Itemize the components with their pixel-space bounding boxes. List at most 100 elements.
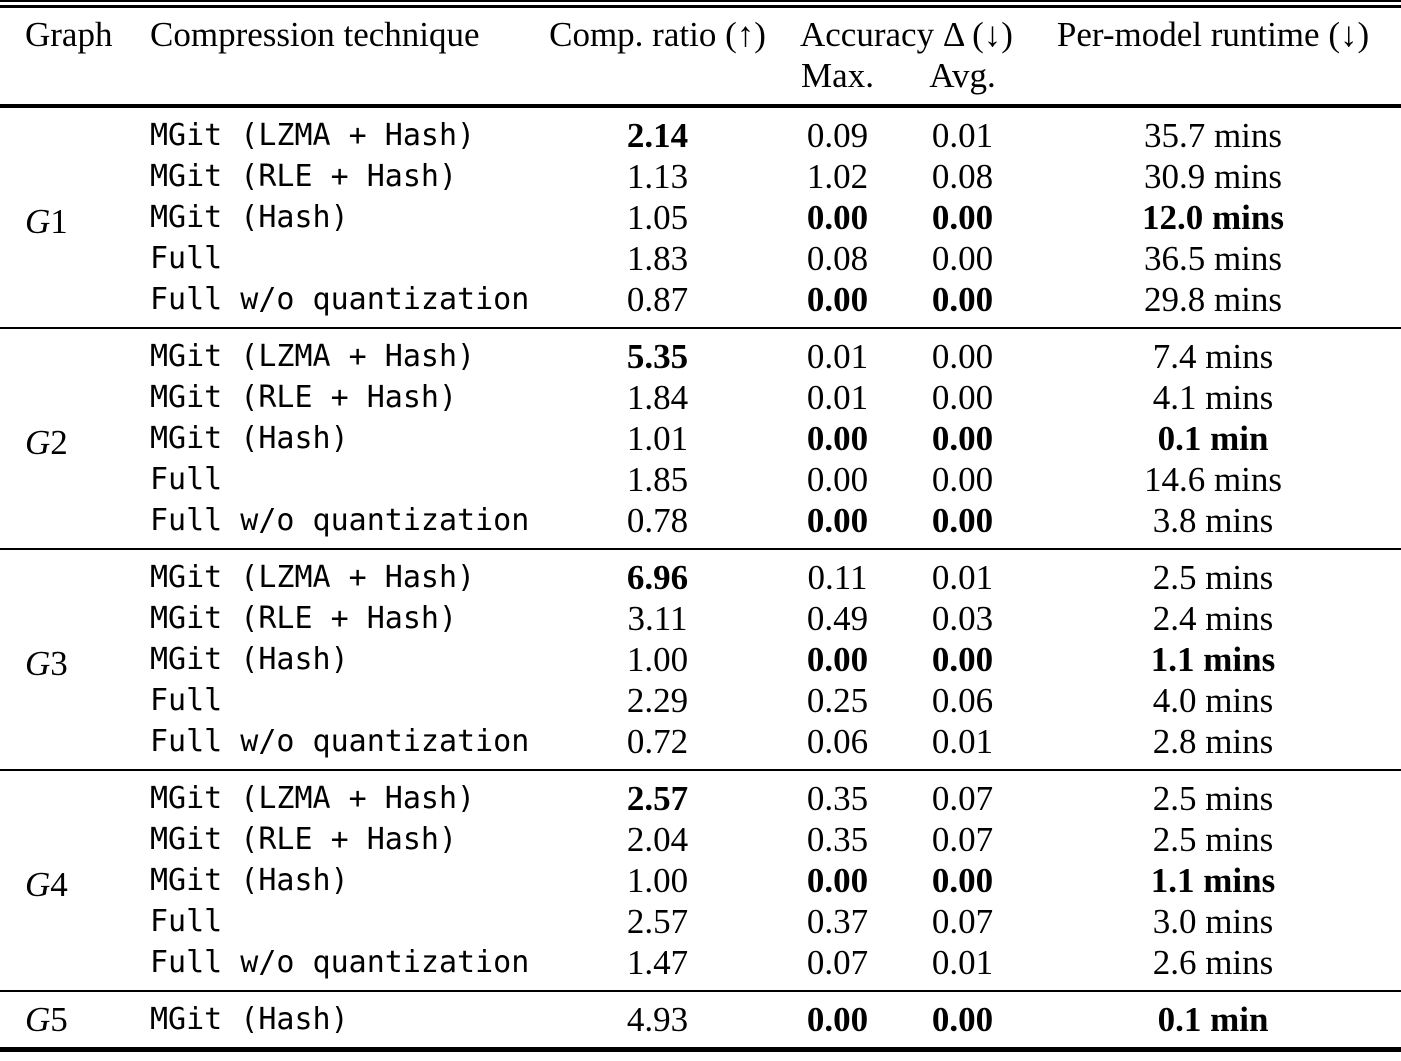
accuracy-max-cell: 0.00 <box>806 460 869 499</box>
comp-ratio-cell: 0.87 <box>626 280 689 319</box>
runtime-cell: 1.1 mins <box>1150 640 1276 679</box>
runtime-cell: 2.8 mins <box>1152 722 1274 761</box>
accuracy-max-cell: 0.00 <box>806 640 869 679</box>
header-per-model-runtime: Per-model runtime (↓) <box>1056 15 1370 54</box>
comp-ratio-cell: 2.57 <box>626 902 689 941</box>
technique-cell: MGit (RLE + Hash) <box>150 159 458 194</box>
accuracy-avg-cell: 0.00 <box>931 198 994 237</box>
technique-cell: Full w/o quantization <box>150 724 530 759</box>
header-row-main: Graph Compression technique Comp. ratio … <box>0 7 1401 56</box>
accuracy-avg-cell: 0.00 <box>931 378 994 417</box>
accuracy-avg-cell: 0.07 <box>931 779 994 818</box>
table-row: MGit (Hash) 1.00 0.00 0.00 1.1 mins <box>0 639 1401 680</box>
runtime-cell: 2.6 mins <box>1152 943 1274 982</box>
technique-cell: MGit (Hash) <box>150 863 349 898</box>
technique-cell: Full <box>150 683 223 718</box>
header-graph: Graph <box>25 15 113 54</box>
runtime-cell: 3.8 mins <box>1152 501 1274 540</box>
table-row: MGit (Hash) 1.05 0.00 0.00 12.0 mins <box>0 197 1401 238</box>
comp-ratio-cell: 5.35 <box>626 337 689 376</box>
technique-cell: Full <box>150 241 223 276</box>
accuracy-avg-cell: 0.07 <box>931 902 994 941</box>
accuracy-avg-cell: 0.00 <box>931 239 994 278</box>
technique-cell: MGit (Hash) <box>150 200 349 235</box>
comp-ratio-cell: 2.14 <box>626 116 689 155</box>
table-row: G2 MGit (LZMA + Hash) 5.35 0.01 0.00 7.4 mins <box>0 328 1401 462</box>
table-row: Full 2.29 0.25 0.06 4.0 mins <box>0 680 1401 721</box>
table-row: Full w/o quantization 0.78 0.00 0.00 3.8 min… <box>0 500 1401 549</box>
graph-letter: G <box>25 643 51 683</box>
technique-cell: MGit (LZMA + Hash) <box>150 339 476 374</box>
accuracy-avg-cell: 0.00 <box>931 460 994 499</box>
technique-cell: Full w/o quantization <box>150 945 530 980</box>
graph-number: 5 <box>50 1000 68 1039</box>
accuracy-avg-cell: 0.00 <box>931 419 994 458</box>
runtime-cell: 29.8 mins <box>1143 280 1283 319</box>
technique-cell: Full w/o quantization <box>150 503 530 538</box>
technique-cell: MGit (LZMA + Hash) <box>150 781 476 816</box>
header-accuracy-delta: Accuracy Δ (↓) <box>800 15 1013 54</box>
technique-cell: MGit (Hash) <box>150 421 349 456</box>
accuracy-avg-cell: 0.00 <box>931 280 994 319</box>
table-row: MGit (Hash) 1.00 0.00 0.00 1.1 mins <box>0 860 1401 901</box>
accuracy-avg-cell: 0.01 <box>931 943 994 982</box>
table-row: G5 MGit (Hash) 4.93 0.00 0.00 0.1 min <box>0 991 1401 1050</box>
comp-ratio-cell: 1.05 <box>626 198 689 237</box>
accuracy-max-cell: 0.35 <box>806 820 869 859</box>
accuracy-max-cell: 0.01 <box>806 337 869 376</box>
accuracy-avg-cell: 0.00 <box>931 501 994 540</box>
accuracy-max-cell: 0.06 <box>806 722 869 761</box>
header-row-sub: Max. Avg. <box>0 55 1401 106</box>
runtime-cell: 0.1 min <box>1157 1000 1269 1039</box>
technique-cell: MGit (RLE + Hash) <box>150 380 458 415</box>
runtime-cell: 12.0 mins <box>1142 198 1284 237</box>
table-row: Full w/o quantization 1.47 0.07 0.01 2.6 min… <box>0 942 1401 991</box>
comp-ratio-cell: 2.29 <box>626 681 689 720</box>
comp-ratio-cell: 1.47 <box>626 943 689 982</box>
accuracy-max-cell: 0.07 <box>806 943 869 982</box>
table-row: Full 1.85 0.00 0.00 14.6 mins <box>0 459 1401 500</box>
accuracy-avg-cell: 0.00 <box>931 337 994 376</box>
runtime-cell: 2.5 mins <box>1152 820 1274 859</box>
accuracy-max-cell: 0.00 <box>806 501 869 540</box>
graph-number: 2 <box>50 422 68 462</box>
table-row: G4 MGit (LZMA + Hash) 2.57 0.35 0.07 2.5 mins <box>0 770 1401 904</box>
technique-cell: MGit (RLE + Hash) <box>150 601 458 636</box>
table-row: MGit (Hash) 1.01 0.00 0.00 0.1 min <box>0 418 1401 459</box>
accuracy-max-cell: 1.02 <box>806 157 869 196</box>
header-accuracy-max: Max. <box>801 56 874 95</box>
accuracy-avg-cell: 0.01 <box>931 116 994 155</box>
comp-ratio-cell: 1.83 <box>626 239 689 278</box>
table-row: MGit (RLE + Hash) 1.13 1.02 0.08 30.9 mins <box>0 156 1401 197</box>
group-G4: G4 MGit (LZMA + Hash) 2.57 0.35 0.07 2.5 mins… <box>0 770 1401 991</box>
accuracy-max-cell: 0.25 <box>806 681 869 720</box>
comp-ratio-cell: 0.72 <box>626 722 689 761</box>
technique-cell: Full <box>150 462 223 497</box>
graph-number: 1 <box>50 201 68 241</box>
compression-results-table: Graph Compression technique Comp. ratio … <box>0 5 1401 1052</box>
technique-cell: MGit (Hash) <box>150 1002 349 1037</box>
accuracy-max-cell: 0.00 <box>806 1000 869 1039</box>
comp-ratio-cell: 1.00 <box>626 861 689 900</box>
accuracy-max-cell: 0.49 <box>806 599 869 638</box>
technique-cell: MGit (LZMA + Hash) <box>150 560 476 595</box>
table-row: G3 MGit (LZMA + Hash) 6.96 0.11 0.01 2.5 mins <box>0 549 1401 683</box>
group-G5: G5 MGit (Hash) 4.93 0.00 0.00 0.1 min <box>0 991 1401 1050</box>
comp-ratio-cell: 1.00 <box>626 640 689 679</box>
table-row: G1 MGit (LZMA + Hash) 2.14 0.09 0.01 35.7 min… <box>0 106 1401 241</box>
accuracy-avg-cell: 0.06 <box>931 681 994 720</box>
accuracy-avg-cell: 0.00 <box>931 1000 994 1039</box>
table-row: Full 1.83 0.08 0.00 36.5 mins <box>0 238 1401 279</box>
accuracy-max-cell: 0.11 <box>807 558 868 597</box>
runtime-cell: 30.9 mins <box>1143 157 1283 196</box>
runtime-cell: 0.1 min <box>1157 419 1269 458</box>
runtime-cell: 1.1 mins <box>1150 861 1276 900</box>
comp-ratio-cell: 1.84 <box>626 378 689 417</box>
header-compression-technique: Compression technique <box>150 15 480 54</box>
graph-number: 3 <box>50 643 68 683</box>
runtime-cell: 7.4 mins <box>1152 337 1274 376</box>
runtime-cell: 3.0 mins <box>1152 902 1274 941</box>
runtime-cell: 4.1 mins <box>1152 378 1274 417</box>
comp-ratio-cell: 1.13 <box>626 157 689 196</box>
table-row: Full w/o quantization 0.87 0.00 0.00 29.8 mi… <box>0 279 1401 328</box>
